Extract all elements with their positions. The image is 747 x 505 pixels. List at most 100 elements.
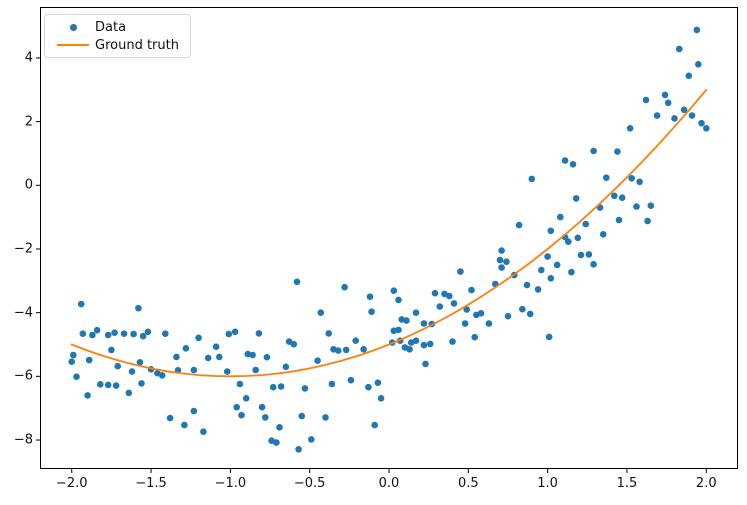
data-point (431, 289, 439, 297)
data-point (395, 326, 402, 334)
data-point (97, 381, 104, 388)
data-point (572, 195, 580, 202)
data-point (553, 261, 561, 269)
line-marker-icon (51, 44, 95, 46)
data-point (182, 345, 190, 352)
data-point (557, 213, 564, 221)
data-point (314, 357, 321, 365)
data-point (426, 340, 434, 348)
data-point (498, 247, 505, 254)
data-point (547, 275, 555, 282)
data-point (225, 330, 233, 338)
data-point (125, 389, 133, 397)
data-point (342, 346, 350, 354)
data-point (422, 360, 429, 368)
data-point (615, 216, 623, 224)
data-point (360, 346, 367, 353)
data-point (547, 227, 555, 235)
data-point (255, 330, 263, 337)
y-tick-label: 0 (24, 177, 33, 193)
data-point (262, 414, 269, 421)
data-point (498, 264, 505, 271)
data-point (688, 112, 696, 119)
data-point (301, 385, 309, 392)
data-point (582, 220, 589, 228)
data-point (503, 258, 510, 266)
data-point (258, 403, 266, 411)
data-point (328, 380, 336, 388)
data-point (698, 119, 705, 127)
data-point (89, 331, 96, 339)
data-point (496, 256, 504, 264)
data-point (252, 366, 259, 374)
data-point (653, 112, 661, 119)
data-point (395, 296, 402, 304)
data-point (173, 353, 180, 361)
data-point (526, 310, 534, 318)
data-point (181, 421, 188, 429)
legend-label-data: Data (95, 19, 127, 35)
data-point (233, 403, 240, 411)
data-point (565, 238, 572, 245)
x-tick-label: −1.5 (135, 476, 167, 491)
legend-label-ground-truth: Ground truth (95, 37, 179, 53)
data-point (79, 330, 87, 338)
data-point (114, 362, 121, 370)
ground-truth-curve (70, 88, 708, 378)
data-point (317, 309, 325, 317)
data-point (412, 309, 420, 317)
data-point (216, 353, 223, 361)
data-point (139, 332, 147, 340)
data-point (128, 368, 136, 375)
data-point (293, 278, 301, 286)
data-point (614, 148, 621, 155)
data-point (449, 338, 456, 345)
data-point (85, 356, 93, 364)
data-point (519, 305, 526, 313)
data-point (190, 407, 198, 415)
data-point (590, 261, 597, 268)
data-point (647, 202, 655, 209)
data-point (544, 253, 551, 260)
data-point (365, 383, 372, 391)
data-point (223, 368, 231, 375)
data-point (368, 308, 375, 316)
y-tick-label: −4 (13, 305, 33, 321)
y-tick-label: −8 (13, 432, 33, 448)
data-point (68, 358, 75, 366)
data-point (644, 217, 651, 225)
data-point (420, 320, 428, 327)
data-point (352, 337, 360, 345)
data-point (528, 175, 536, 183)
data-point (231, 328, 239, 336)
data-point (436, 303, 444, 310)
data-point (590, 147, 597, 155)
data-point (577, 251, 585, 259)
data-point (249, 351, 256, 359)
data-point (420, 341, 428, 349)
x-tick-label: 0.5 (457, 476, 479, 491)
legend-box: Data Ground truth (44, 14, 191, 58)
data-point (200, 428, 207, 436)
data-point (664, 99, 672, 107)
data-point (238, 411, 245, 419)
data-point (135, 304, 142, 312)
legend-entry-ground-truth: Ground truth (51, 36, 184, 54)
x-tick-label: −0.5 (293, 476, 326, 491)
x-tick-label: 0.0 (378, 476, 400, 491)
data-point (334, 347, 342, 354)
data-point (403, 317, 410, 324)
data-point (282, 363, 290, 371)
data-point (295, 446, 302, 453)
data-point (104, 381, 112, 389)
scatter-marker-icon (51, 23, 95, 31)
data-point (290, 340, 298, 348)
data-point (374, 379, 382, 387)
data-point (390, 287, 398, 295)
data-point (412, 337, 420, 345)
data-point (463, 306, 471, 313)
legend-entry-data: Data (51, 18, 184, 36)
data-point (276, 424, 283, 431)
data-point (468, 286, 475, 294)
